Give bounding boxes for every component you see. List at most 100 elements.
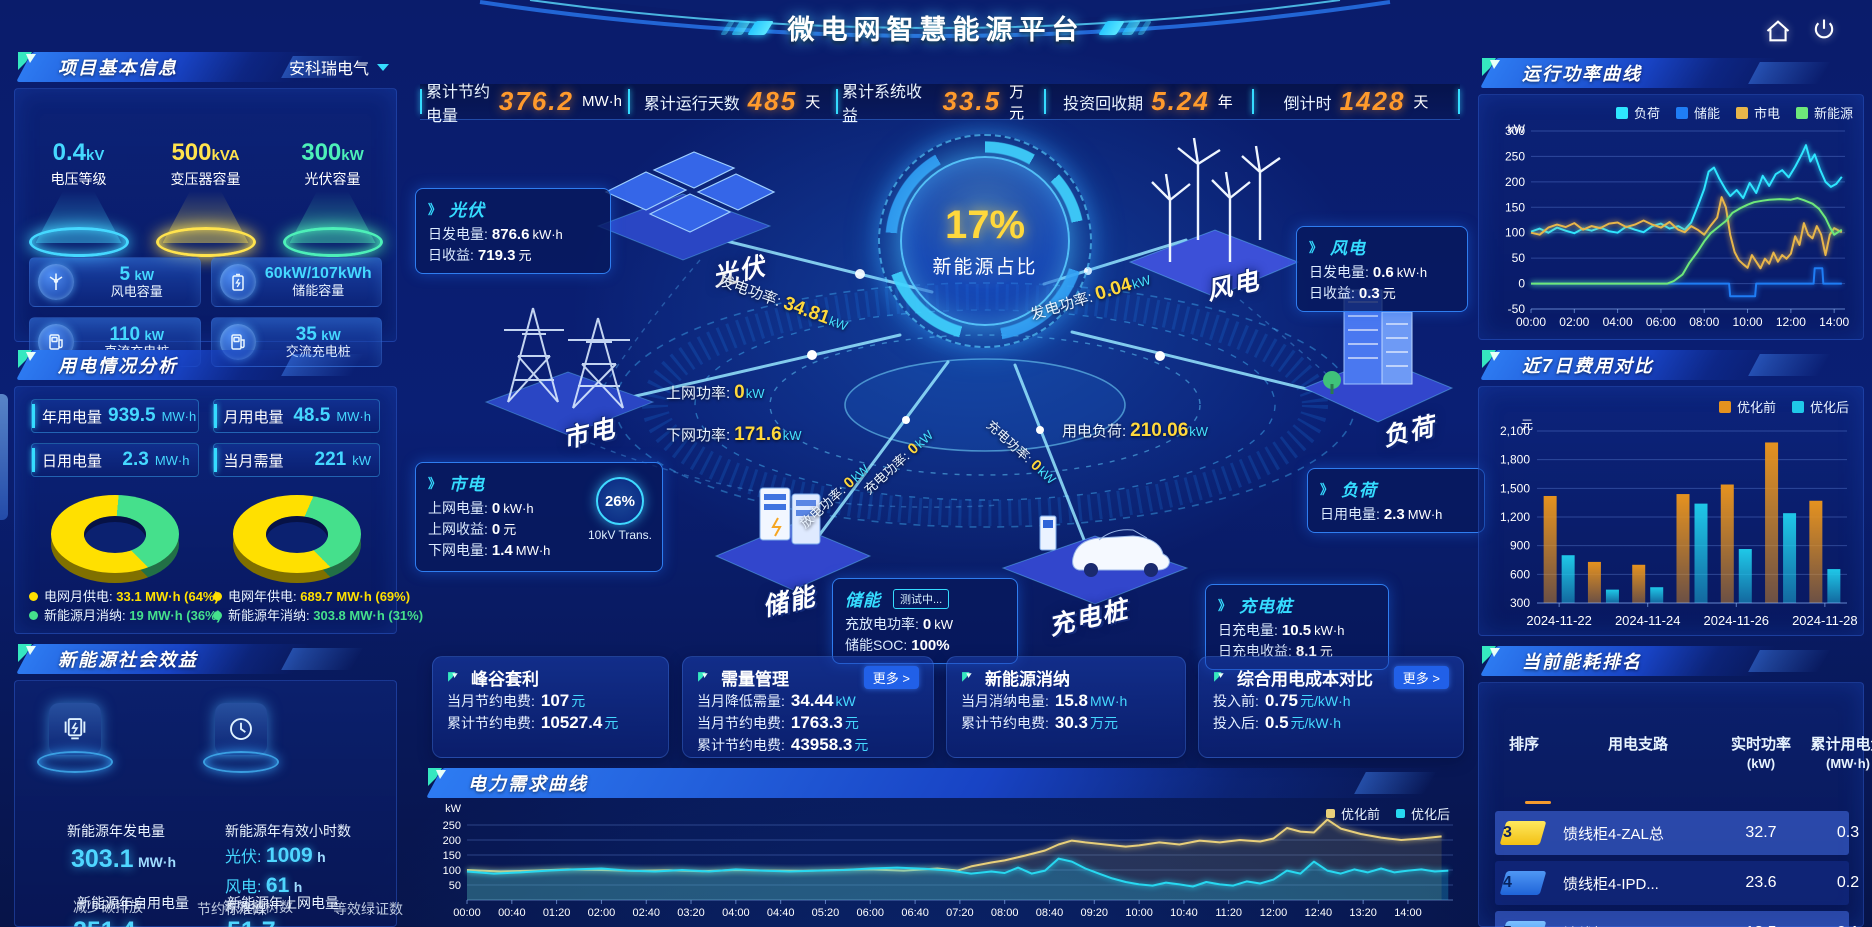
flow-from-grid: 下网功率: 171.6kW [666,424,802,445]
ring-voltage-level: 0.4kV 电压等级 [28,139,129,257]
card-renewable-consumption: 新能源消纳 当月消纳电量: 15.8 MW·h 累计节约电费: 30.3 万元 [946,656,1186,758]
demand-chart-legend: 优化前 优化后 [1325,804,1450,823]
legend-item[interactable]: 优化后 [1395,804,1450,823]
svg-text:04:00: 04:00 [722,907,750,919]
ongrid-value: 51.7 MW·h [227,917,318,927]
panel-power-analysis: 用电情况分析 年用电量 939.5 MW·h 月用电量 48.5 MW·h 日用电量 2.… [14,348,423,634]
svg-text:150: 150 [1505,200,1525,214]
panel-flag-icon [1482,646,1500,664]
charger-platform-label: 充电桩 [1046,595,1132,641]
power-curve-chart: -50 0 50 100 150 200 250 300kW 00:00 02:00 04:00 06… [1505,123,1850,329]
demand-curve-chart: 50 100 150 200 250 kW 00:00 00:40 01:20 02:00 02:4… [443,803,1453,919]
svg-text:06:40: 06:40 [901,907,929,919]
flow-pv-generation: 发电功率:34.81kW [717,272,850,334]
stat-year-energy: 年用电量 939.5 MW·h [31,399,199,433]
rank-badge: 4 [1499,871,1547,895]
svg-text:11:20: 11:20 [1215,907,1242,919]
demand-more-button[interactable]: 更多 > [863,666,919,689]
svg-text:100: 100 [443,865,461,877]
wind-turbine-icon [38,264,74,300]
svg-text:14:00: 14:00 [1394,907,1422,919]
panel-flag-icon [18,644,36,662]
svg-text:10:00: 10:00 [1733,315,1763,329]
flow-charger-power: 充电功率:0kW [983,417,1059,488]
svg-text:09:20: 09:20 [1081,907,1109,919]
legend-item[interactable]: 新能源 [1795,103,1853,122]
flow-storage-discharge: 放电功率:0kW [796,461,873,532]
power-button[interactable] [1806,13,1842,47]
stat-storage-capacity: 60kW/107kWh 储能容量 [210,257,382,307]
legend-item[interactable]: 优化前 [1325,804,1380,823]
page-title: 微电网智慧能源平台 [787,15,1085,45]
kpi-bar: 累计节约电量 376.2 MW·h 累计运行天数 485 天 累计系统收益 33.5 万元 … [420,84,1460,125]
wind-platform-label: 风电 [1203,266,1263,306]
cost-chart-legend: 优化前 优化后 [1718,397,1849,416]
company-select[interactable]: 安科瑞电气 [289,55,389,79]
panel-energy-ranking-header: 当前能耗排名 [1478,644,1864,678]
power-chart-legend: 负荷 储能 市电 新能源 [1615,103,1853,122]
svg-text:07:20: 07:20 [946,907,974,919]
cert-label: 等效绿证数 [333,901,403,917]
svg-text:14:00: 14:00 [1819,315,1849,329]
svg-text:05:20: 05:20 [812,907,840,919]
table-row[interactable]: 4 馈线柜4-IPD... 23.6 0.2 [1495,861,1859,905]
load-info-box: 》负荷 日用电量: 2.3 MW·h [1307,468,1485,533]
svg-text:04:40: 04:40 [767,907,795,919]
kpi-saved-energy: 累计节约电量 376.2 MW·h [420,84,628,125]
svg-text:2,100: 2,100 [1500,424,1530,438]
home-button[interactable] [1760,14,1796,48]
panel-power-curve: 运行功率曲线 负荷 储能 市电 新能源 -50 0 50 100 150 200 250 300 kW… [1478,56,1864,340]
svg-text:01:20: 01:20 [543,907,571,919]
panel-project-info-header: 项目基本信息 安科瑞电气 [14,50,397,84]
panel-power-curve-body: 负荷 储能 市电 新能源 -50 0 50 100 150 200 250 300 kW 00:00 02… [1478,94,1864,340]
table-row[interactable]: 3 馈线柜4-ZAL总 32.7 0.3 [1495,811,1859,855]
panel-cost-compare: 近7日费用对比 优化前 优化后 300 600 900 1,200 1,500 1,800 2… [1478,348,1864,636]
trees-label: 等效植树数 [223,899,293,915]
table-row[interactable]: 5 馈线柜3-IPD... 18.5 0.1 [1495,911,1859,927]
legend-item[interactable]: 负荷 [1615,103,1660,122]
cost-more-button[interactable]: 更多 > [1393,666,1449,689]
panel-demand-curve-header: 电力需求曲线 [424,766,1470,800]
svg-text:250: 250 [1505,149,1525,163]
stat-day-energy: 日用电量 2.3 MW·h [31,443,199,477]
flow-load-power: 用电负荷: 210.06kW [1062,420,1209,441]
panel-energy-ranking: 当前能耗排名 排序 用电支路 实时功率(kW) 累计用电量(MW·h) 3 馈线… [1478,644,1872,927]
kpi-payback-period: 投资回收期 5.24 年 [1044,84,1252,119]
panel-flag-icon [18,52,36,70]
svg-text:02:40: 02:40 [632,907,660,919]
rank-badge: 3 [1499,821,1547,845]
svg-text:00:40: 00:40 [498,907,526,919]
chevrons-icon: 》 [428,202,442,217]
svg-text:1,500: 1,500 [1500,481,1530,495]
renewable-percent: 17% [944,203,1026,247]
charger-info-box: 》充电桩 日充电量: 10.5 kW·h 日充电收益: 8.1 元 [1205,584,1389,670]
panel-energy-ranking-body: 排序 用电支路 实时功率(kW) 累计用电量(MW·h) 3 馈线柜4-ZAL总… [1478,682,1872,927]
ev-charger-illustration [1001,515,1189,605]
svg-text:04:00: 04:00 [1603,315,1633,329]
wind-hours: 风电: 61 h [225,874,303,897]
stat-month-demand: 当月需量 221 kW [212,443,380,477]
title-left-decoration [720,20,774,35]
panel-social-benefit-body: 新能源年发电量 303.1 MW·h 新能源年有效小时数 光伏: 1009 h … [14,680,403,927]
panel-cost-compare-header: 近7日费用对比 [1478,348,1864,382]
storage-platform-label: 储能 [759,582,819,622]
legend-item[interactable]: 优化前 [1718,397,1776,416]
legend-item[interactable]: 储能 [1675,103,1720,122]
flow-storage-charge: 充电功率:0kW [860,427,937,498]
generation-pedestal [37,703,113,773]
svg-text:06:00: 06:00 [857,907,885,919]
legend-item[interactable]: 市电 [1735,103,1780,122]
testing-badge: 测试中... [893,588,950,609]
wind-info-box: 》风电 日发电量: 0.6 kW·h 日收益: 0.3 元 [1296,226,1468,312]
load-platform-label: 负荷 [1379,412,1439,452]
kpi-countdown: 倒计时 1428 天 [1252,84,1460,119]
legend-item[interactable]: 优化后 [1791,397,1849,416]
svg-text:200: 200 [443,835,461,847]
chevrons-icon: 》 [1320,482,1334,497]
left-edge-drawer-handle[interactable] [0,394,8,520]
svg-text:0: 0 [1518,277,1525,291]
svg-text:50: 50 [1512,251,1526,265]
panel-flag-icon [428,768,446,786]
self-use-value: 251.4 MW·h [73,917,178,927]
